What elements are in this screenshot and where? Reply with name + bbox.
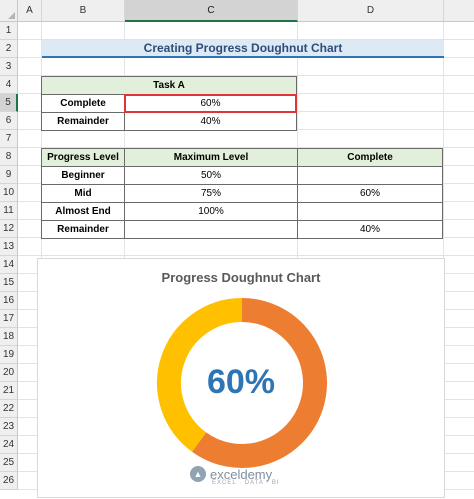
row-header[interactable]: 21 <box>0 382 18 400</box>
row-header[interactable]: 23 <box>0 418 18 436</box>
level-row-complete[interactable] <box>297 166 443 185</box>
level-row-maximum[interactable]: 75% <box>124 184 298 203</box>
task-row-remainder-value[interactable]: 40% <box>124 112 297 131</box>
row-header[interactable]: 19 <box>0 346 18 364</box>
level-row-complete[interactable]: 60% <box>297 184 443 203</box>
chart-title: Progress Doughnut Chart <box>161 270 321 285</box>
row-header[interactable]: 10 <box>0 184 18 202</box>
row-header[interactable]: 20 <box>0 364 18 382</box>
exceldemy-logo-icon: ▲ <box>190 466 206 482</box>
gridline <box>18 75 474 76</box>
row-header[interactable]: 15 <box>0 274 18 292</box>
doughnut-chart[interactable]: Progress Doughnut Chart 60% ▲ exceldemy … <box>37 258 445 498</box>
level-row-label[interactable]: Almost End <box>41 202 125 221</box>
row-header[interactable]: 4 <box>0 76 18 94</box>
level-row-maximum[interactable]: 50% <box>124 166 298 185</box>
row-header[interactable]: 14 <box>0 256 18 274</box>
column-header-a[interactable]: A <box>18 0 42 22</box>
row-header[interactable]: 2 <box>0 40 18 58</box>
level-table-header-maximum[interactable]: Maximum Level <box>124 148 298 167</box>
select-all-corner[interactable] <box>0 0 18 22</box>
column-header-c[interactable]: C <box>125 0 298 22</box>
row-header[interactable]: 6 <box>0 112 18 130</box>
row-header[interactable]: 17 <box>0 310 18 328</box>
task-row-remainder-label[interactable]: Remainder <box>41 112 125 131</box>
level-table-header-complete[interactable]: Complete <box>297 148 443 167</box>
doughnut-slice-remainder[interactable] <box>157 298 243 452</box>
row-header[interactable]: 25 <box>0 454 18 472</box>
row-header[interactable]: 7 <box>0 130 18 148</box>
level-row-maximum[interactable]: 100% <box>124 202 298 221</box>
row-header[interactable]: 13 <box>0 238 18 256</box>
level-row-label[interactable]: Remainder <box>41 220 125 239</box>
gridline <box>18 39 474 40</box>
level-row-complete[interactable] <box>297 202 443 221</box>
row-header[interactable]: 3 <box>0 58 18 76</box>
row-header[interactable]: 22 <box>0 400 18 418</box>
doughnut-slice-complete[interactable] <box>192 298 327 468</box>
level-row-complete[interactable]: 40% <box>297 220 443 239</box>
column-header-e[interactable] <box>444 0 474 22</box>
gridline <box>18 255 474 256</box>
level-row-label[interactable]: Beginner <box>41 166 125 185</box>
row-header[interactable]: 26 <box>0 472 18 490</box>
row-header[interactable]: 11 <box>0 202 18 220</box>
row-header[interactable]: 12 <box>0 220 18 238</box>
level-row-maximum[interactable] <box>124 220 298 239</box>
row-header[interactable]: 1 <box>0 22 18 40</box>
row-header[interactable]: 8 <box>0 148 18 166</box>
column-header-b[interactable]: B <box>42 0 125 22</box>
column-header-d[interactable]: D <box>298 0 444 22</box>
sheet-title[interactable]: Creating Progress Doughnut Chart <box>42 40 444 58</box>
row-header[interactable]: 18 <box>0 328 18 346</box>
watermark-tagline: EXCEL · DATA · BI <box>212 480 280 486</box>
watermark: ▲ exceldemy EXCEL · DATA · BI <box>190 466 279 486</box>
doughnut-svg <box>157 298 327 468</box>
gridline <box>18 147 474 148</box>
chart-center-label: 60% <box>206 363 276 401</box>
row-header[interactable]: 16 <box>0 292 18 310</box>
row-header[interactable]: 9 <box>0 166 18 184</box>
level-table-header-level[interactable]: Progress Level <box>41 148 125 167</box>
task-row-complete-value[interactable]: 60% <box>124 94 297 113</box>
level-row-label[interactable]: Mid <box>41 184 125 203</box>
row-header[interactable]: 24 <box>0 436 18 454</box>
watermark-name: exceldemy <box>210 466 273 482</box>
task-row-complete-label[interactable]: Complete <box>41 94 125 113</box>
row-header[interactable]: 5 <box>0 94 18 112</box>
task-table-header[interactable]: Task A <box>41 76 297 95</box>
